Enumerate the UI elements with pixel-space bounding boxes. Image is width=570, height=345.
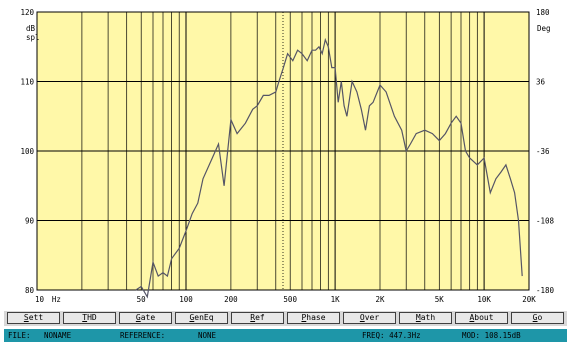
file-value: NONAME (44, 331, 72, 340)
file-label: FILE: (8, 331, 31, 340)
x-tick-label: 20K (522, 295, 536, 304)
button-hotkey: G (189, 313, 195, 322)
reference-value: NONE (198, 331, 217, 340)
button-label-rest: o (537, 313, 543, 322)
plot-corner-mask (38, 0, 148, 11)
phase-tick-label: -180 (536, 286, 555, 295)
button-label-rest: hase (306, 313, 326, 322)
button-gate[interactable]: Gate (119, 312, 172, 324)
x-tick-label: 50 (137, 295, 147, 304)
right-y-tick-labels: 180 36 -36 -108 -180 (536, 8, 555, 295)
y-tick-label: 90 (25, 217, 35, 226)
plot-frame (36, 11, 530, 291)
y-tick-label: 120 (20, 8, 34, 17)
button-label-rest: ett (28, 313, 44, 322)
mod-readout: MOD: 108.15dB (462, 331, 521, 340)
button-label-rest: ath (420, 313, 436, 322)
freq-readout: FREQ: 447.3Hz (362, 331, 421, 340)
left-unit-top: dB (26, 24, 36, 33)
button-label-rest: ate (140, 313, 156, 322)
button-hotkey: O (359, 313, 365, 322)
button-bar: Sett THD Gate GenEq Ref Phase Over Math About Go (4, 311, 567, 326)
button-phase[interactable]: Phase (287, 312, 340, 324)
status-bar: FILE: NONAME REFERENCE: NONE FREQ: 447.3… (4, 329, 567, 342)
button-hotkey: M (415, 313, 421, 322)
phase-tick-label: 180 (536, 8, 550, 17)
button-label-rest: HD (87, 313, 97, 322)
phase-tick-label: 36 (536, 78, 546, 87)
y-tick-label: 110 (20, 78, 34, 87)
button-hotkey: R (250, 313, 256, 322)
button-sett[interactable]: Sett (7, 312, 60, 324)
button-hotkey: G (135, 313, 141, 322)
button-label-rest: ef (255, 313, 265, 322)
button-hotkey: A (469, 313, 475, 322)
x-tick-label: 1K (331, 295, 341, 304)
right-unit-top: Deg (537, 24, 551, 33)
button-ref[interactable]: Ref (231, 312, 284, 324)
y-tick-label: 80 (25, 286, 35, 295)
x-tick-label: 500 (283, 295, 297, 304)
left-y-tick-labels: 120 110 100 90 80 (20, 8, 34, 295)
horizontal-grid (37, 81, 529, 221)
button-label-rest: bout (474, 313, 494, 322)
x-tick-label: 5K (435, 295, 445, 304)
left-unit-bottom: spl (26, 33, 40, 42)
x-tick-label: 10K (477, 295, 491, 304)
x-tick-label: Hz (52, 295, 61, 304)
button-hotkey: T (82, 313, 88, 322)
button-geneq[interactable]: GenEq (175, 312, 228, 324)
button-hotkey: P (301, 313, 307, 322)
y-tick-label: 100 (20, 147, 34, 156)
button-hotkey: G (532, 313, 538, 322)
button-thd[interactable]: THD (63, 312, 116, 324)
button-label-rest: ver (364, 313, 380, 322)
button-go[interactable]: Go (511, 312, 564, 324)
phase-tick-label: -36 (536, 147, 550, 156)
button-math[interactable]: Math (399, 312, 452, 324)
x-tick-label: 10 (35, 295, 45, 304)
response-trace (135, 37, 523, 299)
x-tick-label: 100 (179, 295, 193, 304)
frequency-response-plot: dB spl Deg 120 110 100 90 80 180 36 -36 -108 -18… (20, 0, 555, 304)
button-over[interactable]: Over (343, 312, 396, 324)
x-tick-label: 200 (224, 295, 238, 304)
plot-canvas: dB spl Deg 120 110 100 90 80 180 36 -36 -108 -18… (20, 0, 555, 304)
phase-tick-label: -108 (536, 217, 555, 226)
reference-label: REFERENCE: (120, 331, 166, 340)
x-tick-label: 2K (375, 295, 385, 304)
x-tick-labels: 10 Hz 50 100 200 500 1K 2K 5K 10K 20K (35, 295, 536, 304)
button-label-rest: enEq (194, 313, 214, 322)
button-about[interactable]: About (455, 312, 508, 324)
button-hotkey: S (23, 313, 29, 322)
